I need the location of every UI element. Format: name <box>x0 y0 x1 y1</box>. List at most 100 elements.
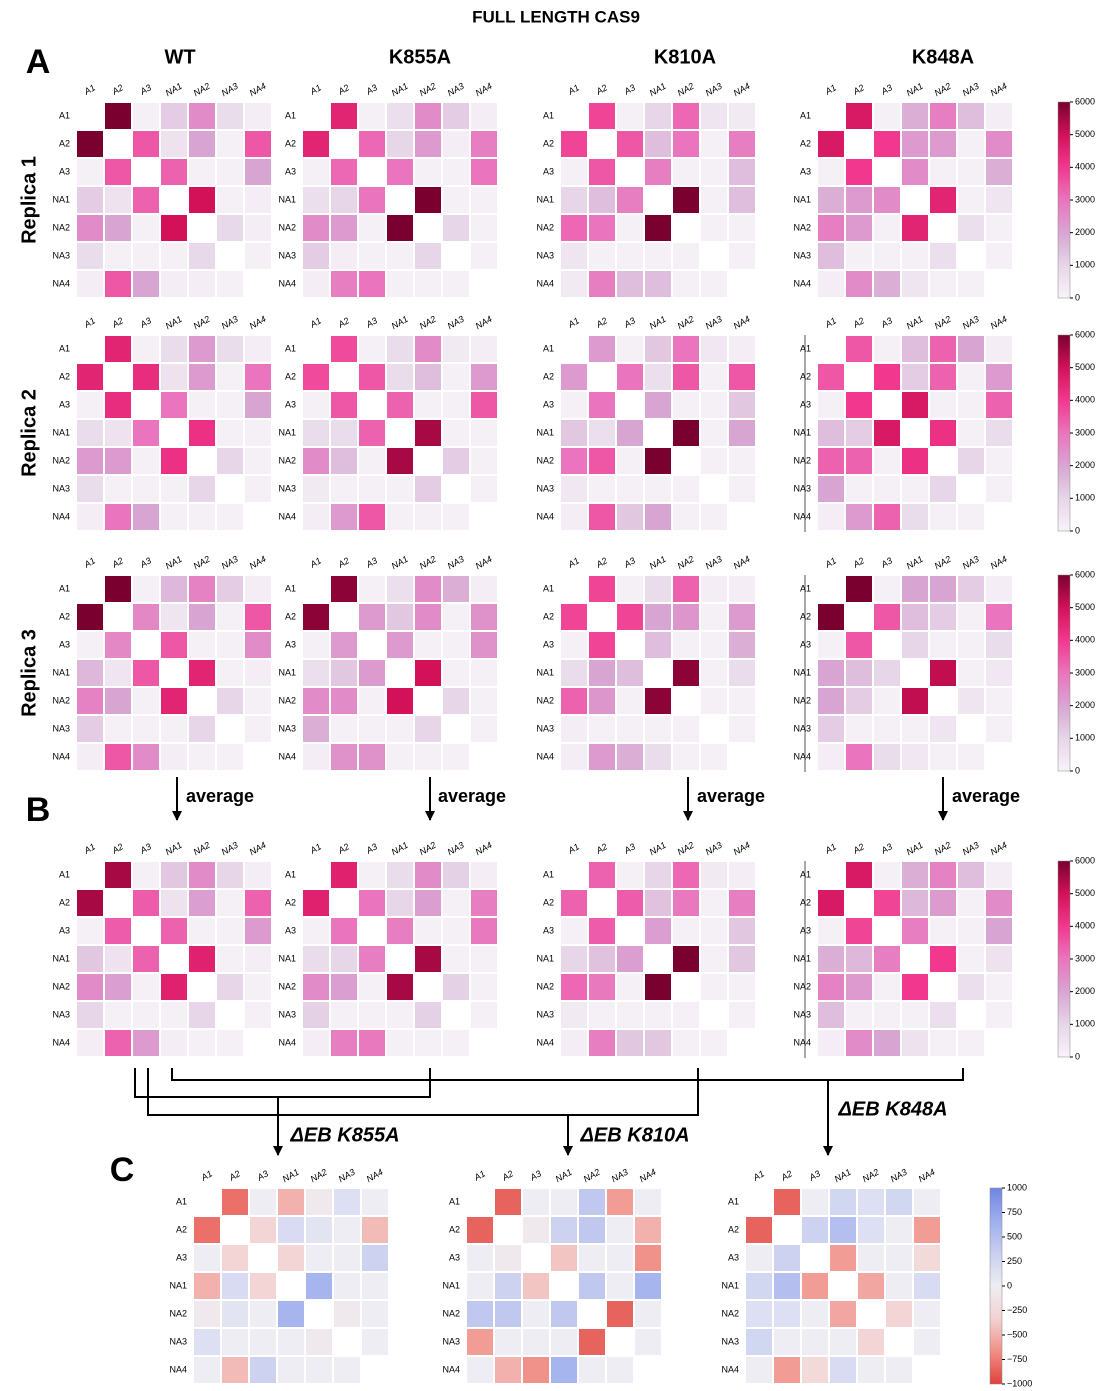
y-tick-label: NA3 <box>721 1336 739 1346</box>
x-tick-label: A2 <box>110 555 125 570</box>
heatmap-cell <box>729 215 755 241</box>
x-tick-label: A1 <box>308 841 323 856</box>
heatmap-cell <box>443 392 469 418</box>
y-tick-label: NA2 <box>52 455 70 465</box>
heatmap-cell <box>701 504 727 530</box>
heatmap-cell <box>589 576 615 602</box>
heatmap-cell <box>930 946 956 972</box>
heatmap-cell <box>362 1329 388 1355</box>
heatmap-cell <box>958 632 984 658</box>
x-tick-label: NA3 <box>220 314 240 331</box>
heatmap-cell <box>245 420 271 446</box>
heatmap-cell <box>846 716 872 742</box>
heatmap-cell <box>331 862 357 888</box>
heatmap-cell <box>105 946 131 972</box>
heatmap-cell <box>561 215 587 241</box>
heatmap-cell <box>471 604 497 630</box>
heatmap-cell <box>189 660 215 686</box>
heatmap-cell <box>217 604 243 630</box>
heatmap-cell <box>986 336 1012 362</box>
y-tick-label: NA4 <box>793 511 811 521</box>
heatmap-cell <box>443 576 469 602</box>
heatmap-cell <box>245 336 271 362</box>
heatmap-cell <box>673 716 699 742</box>
heatmap-cell <box>105 476 131 502</box>
row-label: Replica 1 <box>18 156 40 244</box>
heatmap-cell <box>579 1273 605 1299</box>
heatmap-cell <box>523 1357 549 1383</box>
y-tick-label: A2 <box>59 611 70 621</box>
heatmap-cell <box>443 890 469 916</box>
heatmap: A1 A1 A2 A2 A3 A3 NA1 NA1 NA2 NA2 NA3 NA3 NA4 NA4 0 100… <box>793 554 1095 776</box>
colorbar-tick-label: 3000 <box>1075 194 1095 204</box>
heatmap-cell <box>635 1189 661 1215</box>
heatmap-cell <box>589 946 615 972</box>
heatmap-cell <box>986 974 1012 1000</box>
heatmap-cell <box>958 336 984 362</box>
heatmap-cell <box>673 336 699 362</box>
heatmap-cell <box>359 271 385 297</box>
colorbar-tick-label: −750 <box>1007 1354 1027 1364</box>
y-tick-label: NA3 <box>536 723 554 733</box>
heatmap-cell <box>250 1329 276 1355</box>
heatmap-cell <box>415 604 441 630</box>
heatmap-cell <box>306 1245 332 1271</box>
heatmap-cell <box>245 131 271 157</box>
heatmap-cell <box>729 243 755 269</box>
heatmap-cell <box>105 420 131 446</box>
heatmap-cell <box>902 364 928 390</box>
heatmap-cell <box>161 271 187 297</box>
y-tick-label: NA2 <box>442 1308 460 1318</box>
x-tick-label: A3 <box>879 82 894 97</box>
heatmap-cell <box>846 918 872 944</box>
y-tick-label: NA2 <box>278 695 296 705</box>
heatmap-cell <box>331 476 357 502</box>
heatmap-cell <box>645 271 671 297</box>
heatmap-cell <box>589 918 615 944</box>
heatmap-cell <box>105 974 131 1000</box>
heatmap-cell <box>105 504 131 530</box>
x-tick-label: NA4 <box>732 314 752 331</box>
y-tick-label: NA3 <box>52 250 70 260</box>
heatmap-cell <box>415 660 441 686</box>
heatmap-cell <box>471 336 497 362</box>
heatmap-cell <box>161 103 187 129</box>
heatmap-cell <box>958 744 984 770</box>
x-tick-label: NA1 <box>833 1167 853 1184</box>
heatmap: A1 A1 A2 A2 A3 A3 NA1 NA1 NA2 NA2 NA3 NA3 NA4 NA4 0 100… <box>793 314 1095 536</box>
heatmap-cell <box>362 1217 388 1243</box>
heatmap-cell <box>245 103 271 129</box>
x-tick-label: NA2 <box>418 314 438 331</box>
heatmap-cell <box>701 862 727 888</box>
heatmap-cell <box>467 1217 493 1243</box>
y-tick-label: NA2 <box>536 455 554 465</box>
heatmap-cell <box>645 576 671 602</box>
heatmap-cell <box>818 364 844 390</box>
x-tick-label: NA3 <box>889 1167 909 1184</box>
heatmap-cell <box>673 243 699 269</box>
x-tick-label: A1 <box>566 841 581 856</box>
heatmap-cell <box>105 744 131 770</box>
heatmap-cell <box>818 159 844 185</box>
x-tick-label: A2 <box>594 315 609 330</box>
heatmap-cell <box>303 187 329 213</box>
heatmap-cell <box>645 604 671 630</box>
heatmap-cell <box>645 974 671 1000</box>
heatmap-cell <box>930 890 956 916</box>
heatmap-cell <box>443 364 469 390</box>
heatmap: A1 A1 A2 A2 A3 A3 NA1 NA1 NA2 NA2 NA3 NA3 NA4 NA4 <box>52 81 271 297</box>
heatmap-cell <box>334 1273 360 1299</box>
y-tick-label: A2 <box>285 138 296 148</box>
heatmap-cell <box>245 716 271 742</box>
y-tick-label: NA4 <box>52 511 70 521</box>
heatmap-cell <box>415 946 441 972</box>
colorbar-tick-label: 3000 <box>1075 667 1095 677</box>
colorbar-tick-label: 2000 <box>1075 460 1095 470</box>
heatmap-cell <box>986 716 1012 742</box>
x-tick-label: NA2 <box>861 1167 881 1184</box>
heatmap-cell <box>830 1217 856 1243</box>
x-tick-label: NA4 <box>638 1167 658 1184</box>
heatmap-cell <box>359 103 385 129</box>
heatmap-cell <box>729 476 755 502</box>
heatmap-cell <box>217 187 243 213</box>
